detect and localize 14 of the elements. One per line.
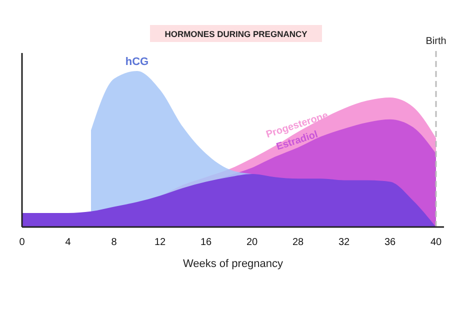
x-tick-label: 4 — [65, 237, 72, 248]
x-tick-label: 8 — [111, 237, 118, 248]
chart-title: HORMONES DURING PREGNANCY — [164, 29, 308, 39]
x-tick-label: 12 — [154, 237, 166, 248]
x-axis-title: Weeks of pregnancy — [182, 258, 284, 270]
x-tick-label: 32 — [338, 237, 350, 248]
x-tick-label: 36 — [384, 237, 396, 248]
x-tick-label: 20 — [246, 237, 258, 248]
x-tick-label: 28 — [292, 237, 304, 248]
x-tick-label: 0 — [19, 237, 26, 248]
x-tick-label: 16 — [200, 237, 212, 248]
ref-line-label: Birth — [426, 36, 446, 47]
x-tick-label: 40 — [430, 237, 442, 248]
series-label: hCG — [125, 56, 149, 68]
